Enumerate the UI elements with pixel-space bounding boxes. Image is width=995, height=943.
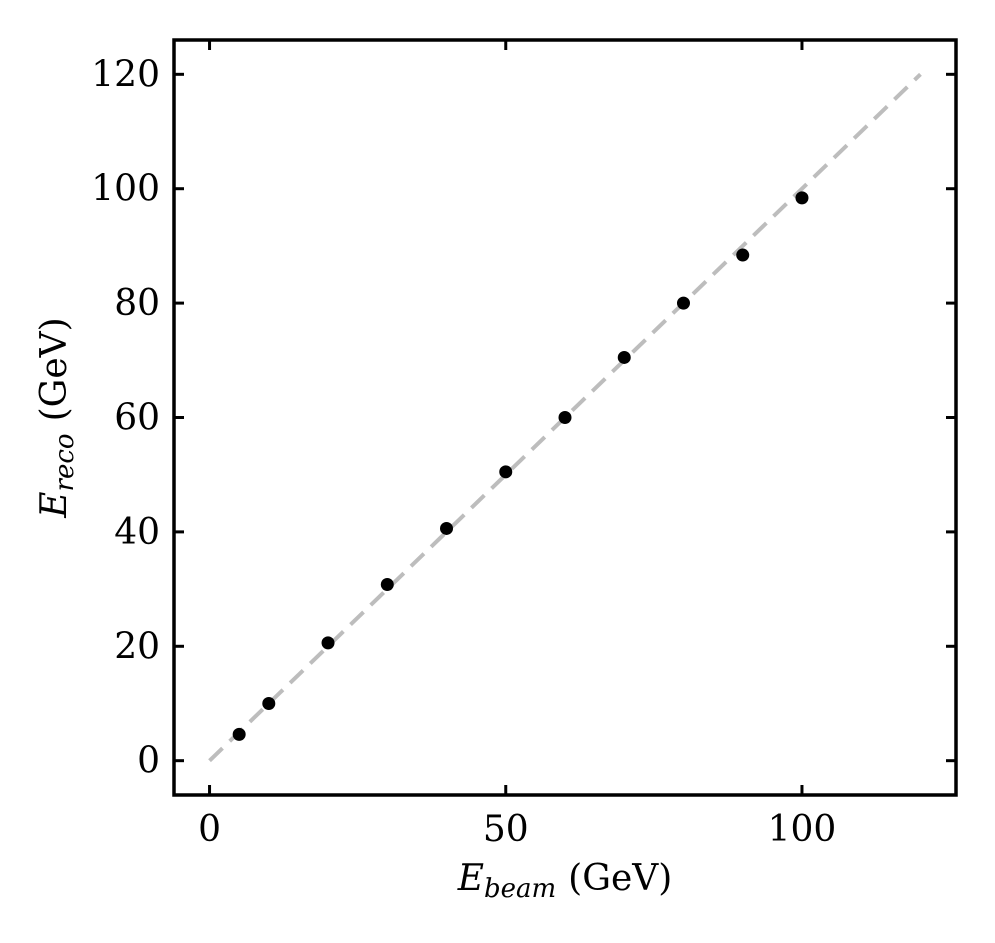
data-point	[232, 727, 246, 741]
y-axis-label: Ereco (GeV)	[34, 317, 80, 518]
y-axis-label-symbol: E	[34, 491, 75, 518]
y-tick-label: 20	[114, 626, 160, 667]
y-axis-label-unit: (GeV)	[34, 317, 75, 421]
data-point	[499, 465, 513, 479]
y-tick-label: 0	[137, 741, 160, 782]
data-point	[795, 191, 809, 205]
data-points-layer	[232, 191, 809, 741]
y-tick-label: 60	[114, 398, 160, 439]
y-axis-label-subscript: reco	[50, 433, 80, 491]
reference-line-layer	[208, 72, 922, 763]
data-point	[617, 350, 631, 364]
y-tick-label: 80	[114, 283, 160, 324]
ticks-layer: 0 50 100 0 20 40 60 80 100 120	[91, 40, 956, 850]
x-axis-label: Ebeam (GeV)	[457, 858, 673, 904]
x-axis-label-unit: (GeV)	[568, 858, 672, 899]
data-point	[440, 521, 454, 535]
x-tick-label: 0	[198, 809, 221, 850]
y-tick-label: 120	[91, 54, 160, 95]
data-point	[380, 578, 394, 592]
reference-line	[208, 72, 922, 763]
data-point	[262, 696, 276, 710]
x-tick-label: 50	[483, 809, 529, 850]
y-tick-label: 100	[91, 169, 160, 210]
x-axis-label-subscript: beam	[484, 874, 556, 904]
x-tick-label: 100	[768, 809, 837, 850]
data-point	[321, 636, 335, 650]
data-point	[558, 411, 572, 424]
x-axis-label-symbol: E	[457, 858, 484, 899]
data-point	[676, 296, 690, 310]
y-tick-label: 40	[114, 512, 160, 553]
data-point	[736, 248, 750, 262]
